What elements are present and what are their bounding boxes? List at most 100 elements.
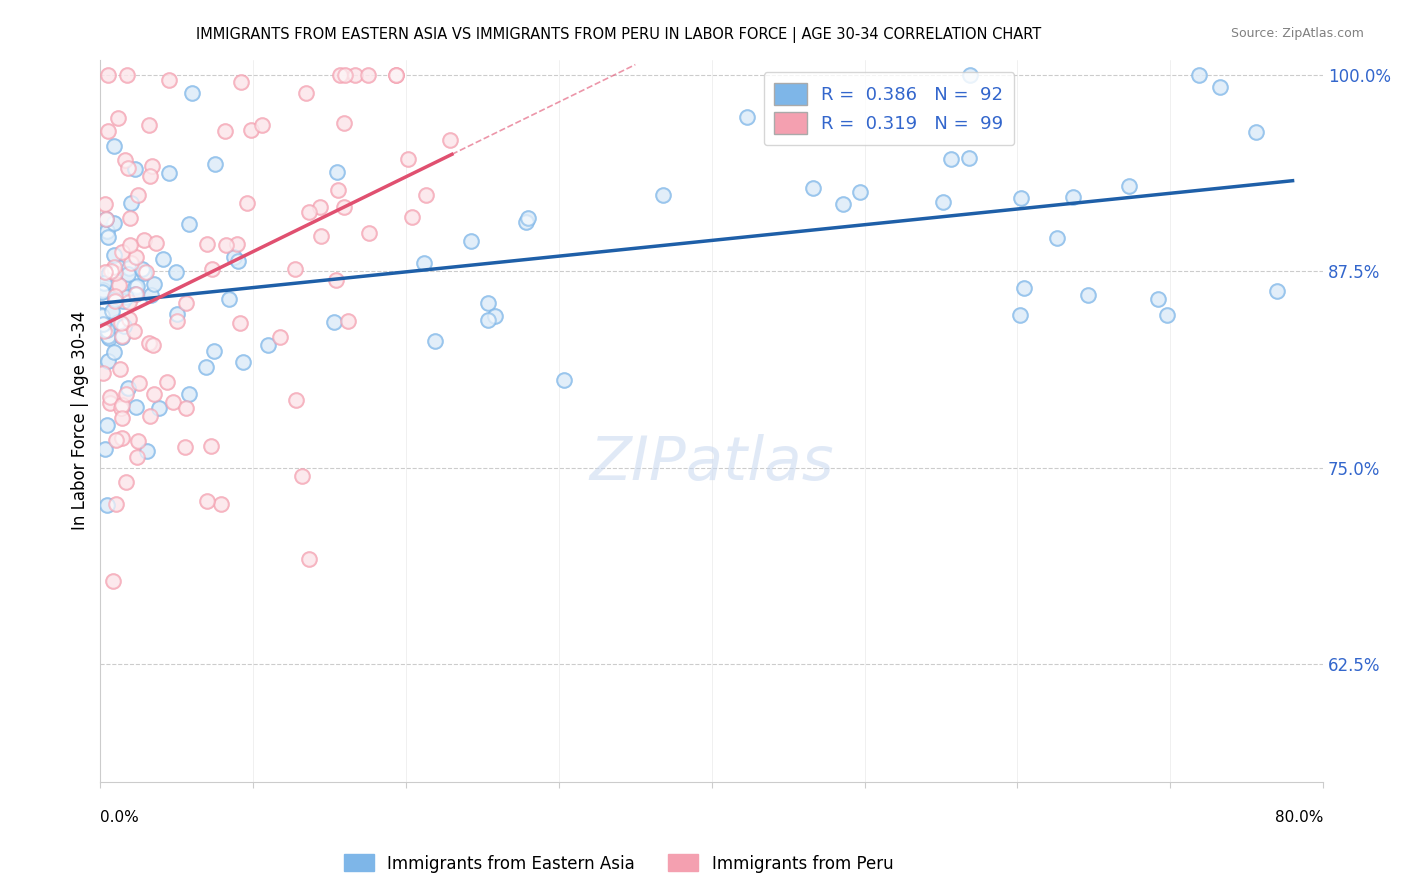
Point [1265,285,1288,299]
Point [104,289,127,303]
Point [98,330,121,344]
Point [120,196,142,211]
Point [337,314,360,328]
Point [157,166,180,180]
Point [333,68,356,82]
Point [252,118,274,132]
Point [201,262,224,277]
Point [138,335,160,350]
Point [94,265,117,279]
Point [107,260,129,274]
Point [385,68,408,82]
Point [166,313,188,327]
Point [103,138,125,153]
Point [477,313,499,327]
Point [157,166,180,180]
Point [118,312,141,326]
Point [162,395,184,409]
Point [124,250,146,264]
Point [118,261,141,276]
Point [91,366,114,380]
Point [156,375,179,389]
Point [117,267,139,281]
Point [309,200,332,214]
Point [166,307,188,321]
Point [143,277,166,292]
Point [91,317,114,331]
Point [108,361,131,376]
Point [200,439,222,453]
Point [236,196,259,211]
Point [111,330,134,344]
Point [1010,191,1032,205]
Point [174,401,197,415]
Point [110,316,132,330]
Point [138,118,160,132]
Point [516,211,538,225]
Point [939,153,962,167]
Point [125,279,148,293]
Point [104,266,127,280]
Point [298,205,321,219]
Point [93,276,115,290]
Point [174,296,197,310]
Point [326,183,349,197]
Point [1008,308,1031,322]
Point [156,375,179,389]
Point [1062,190,1084,204]
Point [1046,231,1069,245]
Point [801,180,824,194]
Point [309,228,332,243]
Point [200,439,222,453]
Point [285,393,308,408]
Point [215,238,238,252]
Point [117,381,139,395]
Point [1008,308,1031,322]
Point [108,278,131,293]
Point [104,294,127,309]
Point [323,315,346,329]
Point [117,267,139,281]
Point [229,316,252,330]
Point [110,401,132,415]
Point [232,355,254,369]
Point [162,395,184,409]
Point [1077,287,1099,301]
Legend: Immigrants from Eastern Asia, Immigrants from Peru: Immigrants from Eastern Asia, Immigrants… [337,847,900,880]
Point [136,444,159,458]
Point [122,324,145,338]
Point [939,153,962,167]
Point [385,68,408,82]
Point [91,309,114,323]
Point [127,187,149,202]
Point [111,330,134,344]
Point [104,292,127,306]
Point [1156,308,1178,322]
Point [94,212,117,227]
Point [396,153,419,167]
Point [111,431,134,445]
Point [128,376,150,390]
Point [94,442,117,457]
Point [385,68,408,82]
Point [94,197,117,211]
Point [124,279,146,293]
Point [93,324,115,338]
Text: IMMIGRANTS FROM EASTERN ASIA VS IMMIGRANTS FROM PERU IN LABOR FORCE | AGE 30-34 : IMMIGRANTS FROM EASTERN ASIA VS IMMIGRAN… [195,27,1042,43]
Point [737,110,759,124]
Point [326,165,349,179]
Point [145,235,167,250]
Point [103,248,125,262]
Point [103,260,125,274]
Point [148,401,170,416]
Point [201,262,224,277]
Point [103,574,125,588]
Point [177,387,200,401]
Point [105,497,128,511]
Point [1147,292,1170,306]
Point [98,391,121,405]
Point [118,294,141,309]
Point [103,260,125,274]
Point [127,434,149,449]
Point [91,283,114,297]
